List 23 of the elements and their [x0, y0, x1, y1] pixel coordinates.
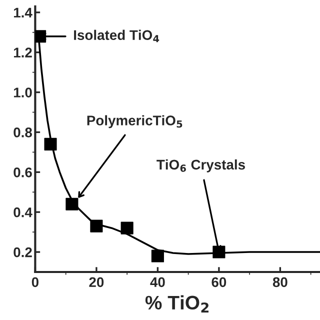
point [120, 222, 134, 234]
point [90, 220, 103, 232]
y-tick-label: 0.4 [14, 207, 32, 218]
annotation: TiO$_{6}$ Crystals [156, 159, 245, 172]
x-tick-label: 0 [32, 277, 38, 288]
point [151, 250, 164, 262]
y-tick-label: 0.2 [14, 247, 32, 258]
x-tick-label: 40 [150, 277, 165, 288]
y-tick-label: 1.0 [14, 88, 32, 98]
point [66, 198, 78, 210]
x-axis-title: % TiO$_{2}$ [145, 295, 209, 313]
point [44, 138, 57, 150]
annotation: PolymericTiO$_{5}$ [87, 115, 182, 128]
annotation: Isolated TiO$_{4}$ [74, 30, 160, 42]
point [35, 30, 46, 43]
x-tick-label: 80 [272, 277, 288, 288]
y-tick-label: 1.4 [14, 8, 32, 18]
x-tick-label: 60 [212, 277, 226, 288]
point [212, 246, 226, 258]
y-tick-label: 0.8 [14, 128, 32, 138]
y-tick-label: 0.6 [14, 167, 32, 178]
x-tick-label: 20 [89, 277, 104, 288]
y-tick-label: 1.2 [14, 48, 32, 58]
